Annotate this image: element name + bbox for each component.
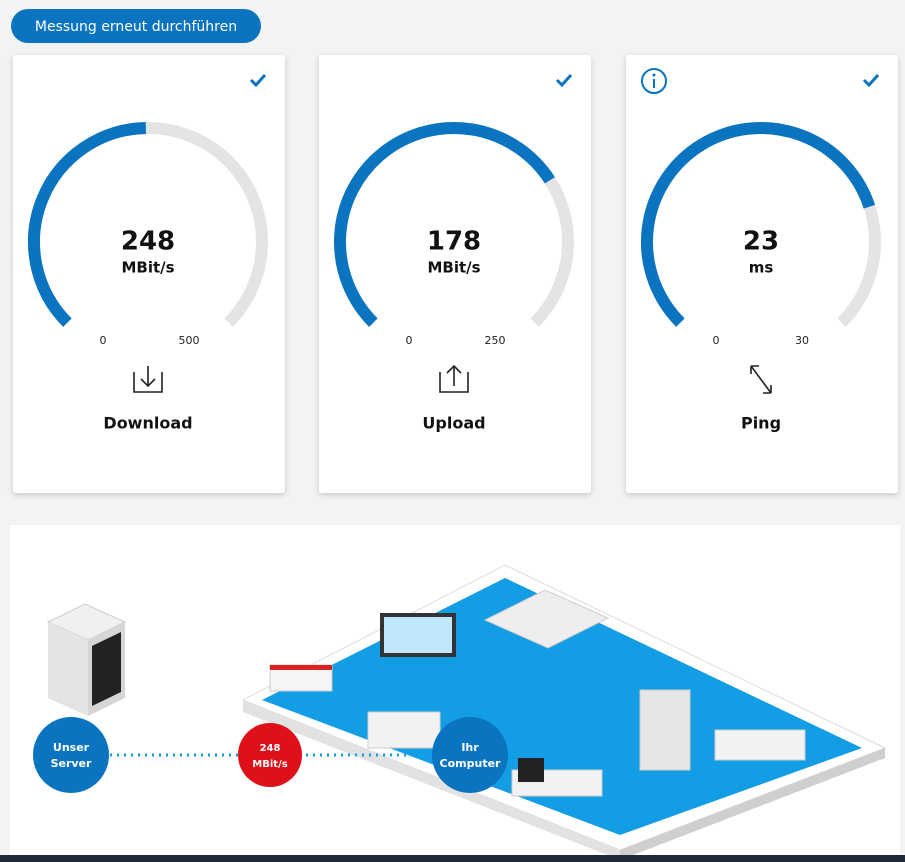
card-bg [626, 55, 898, 493]
gauge-min: 0 [713, 334, 720, 347]
node-label: 248 [260, 743, 281, 754]
gauge-card: 248 MBit/s 0 500 Download [13, 55, 285, 493]
gauge-card: 178 MBit/s 0 250 Upload [319, 55, 591, 493]
gauge-value: 248 [121, 227, 175, 257]
metric-icon [750, 365, 772, 394]
table [714, 729, 806, 761]
gauge-unit: MBit/s [427, 259, 480, 277]
gauge-min: 0 [406, 334, 413, 347]
gauge-value-arc [28, 122, 146, 327]
gauge-min: 0 [100, 334, 107, 347]
gauge-card: 23 ms 0 30 Ping [626, 55, 898, 493]
node-label: Computer [440, 757, 502, 770]
wall-front [243, 700, 620, 860]
server-icon [46, 603, 127, 716]
network-panel [0, 525, 905, 862]
check-icon [555, 73, 573, 88]
card-bg [13, 55, 285, 493]
check-icon [249, 73, 267, 88]
node-circle [432, 717, 508, 793]
gauge-max: 500 [179, 334, 200, 347]
bed [483, 589, 610, 649]
check-icon [862, 73, 880, 88]
gauge-value-arc [641, 122, 876, 327]
card-bg [319, 55, 591, 493]
fridge [639, 689, 691, 771]
metric-icon [133, 366, 163, 393]
gauge-label: Ping [741, 414, 781, 433]
bottom-bar [0, 855, 905, 862]
node-label: MBit/s [252, 759, 287, 770]
router-top [270, 665, 332, 670]
info-icon [652, 73, 656, 77]
sofa [367, 711, 441, 749]
tv-screen [384, 617, 452, 653]
wall-side [620, 748, 885, 860]
metric-icon [439, 364, 469, 393]
node-circle [238, 723, 302, 787]
info-icon [641, 68, 667, 94]
laptop [518, 758, 544, 782]
restart-button[interactable]: Messung erneut durchführen [11, 9, 261, 43]
button-label[interactable]: Messung erneut durchführen [35, 19, 237, 35]
node-label: Ihr [461, 741, 479, 754]
gauge-label: Download [103, 414, 192, 433]
node-label: Server [51, 757, 92, 770]
gauge-value: 178 [427, 227, 481, 257]
gauge-max: 30 [795, 334, 809, 347]
gauge-value-arc [334, 122, 555, 327]
gauge-unit: MBit/s [121, 259, 174, 277]
node-label: Unser [53, 741, 90, 754]
node-circle [33, 717, 109, 793]
gauge-label: Upload [422, 414, 485, 433]
button-bg[interactable] [11, 9, 261, 43]
gauge-max: 250 [485, 334, 506, 347]
gauge-unit: ms [749, 259, 774, 277]
gauge-value: 23 [743, 227, 779, 257]
